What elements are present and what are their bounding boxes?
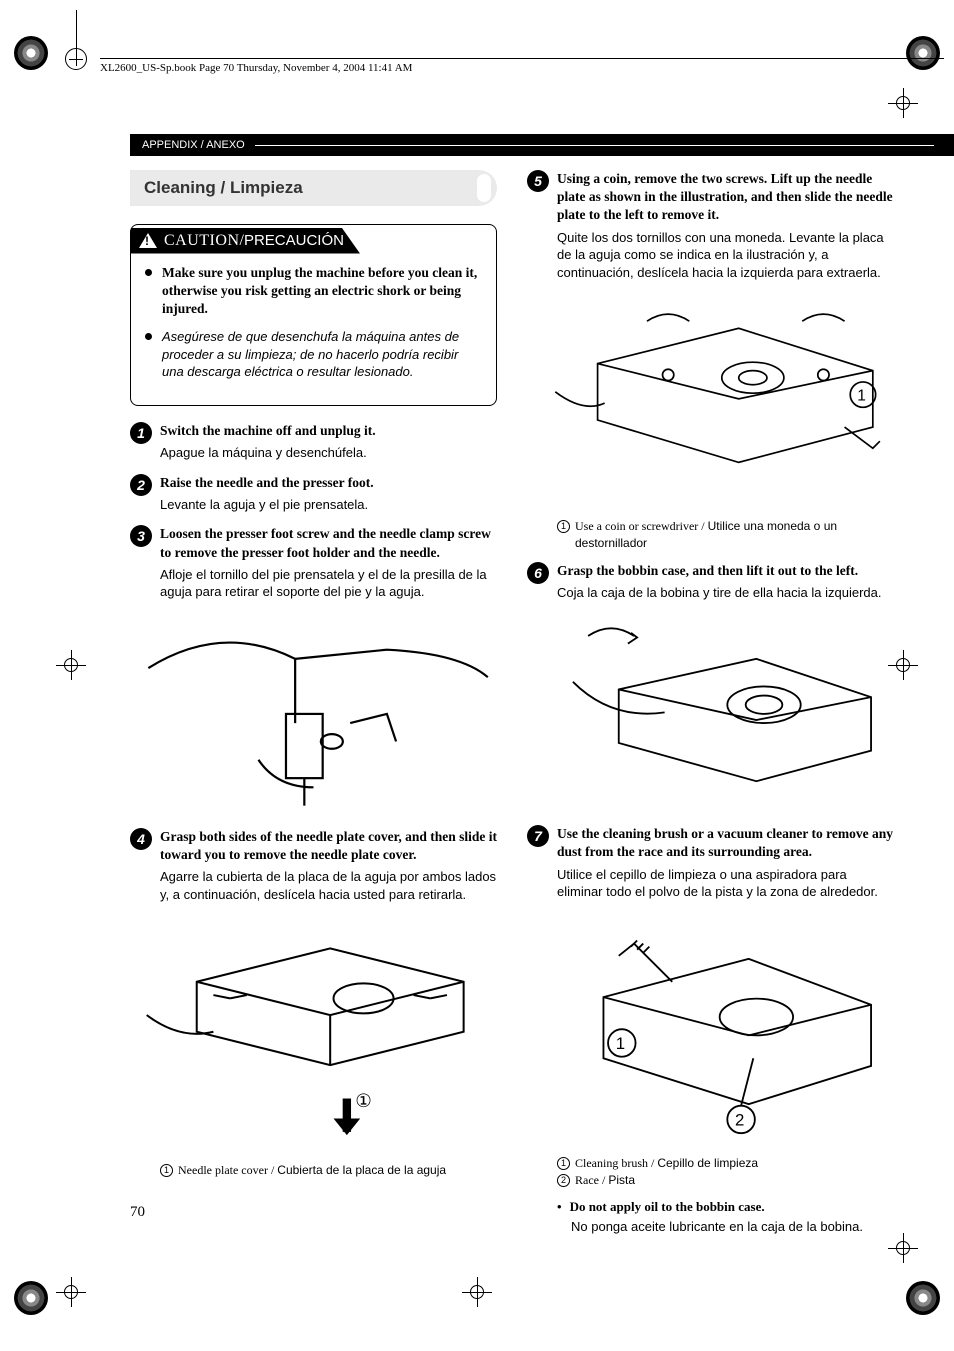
step-number: 3	[130, 525, 152, 547]
registration-mark-br	[906, 1281, 940, 1315]
step-text-en: Using a coin, remove the two screws. Lif…	[557, 170, 894, 225]
figure-bobbin-case	[527, 613, 894, 817]
figure-cleaning-brush: 1 2	[527, 913, 894, 1147]
step-number: 5	[527, 170, 549, 192]
caution-text-en: Make sure you unplug the machine before …	[162, 264, 482, 319]
page-title: Cleaning / Limpieza	[144, 178, 483, 198]
callout-number: 1	[557, 1157, 570, 1170]
figure-presser-foot	[130, 613, 497, 820]
step-6: 6 Grasp the bobbin case, and then lift i…	[527, 562, 894, 602]
registration-mark-bl	[14, 1281, 48, 1315]
step-text-en: Grasp the bobbin case, and then lift it …	[557, 562, 894, 580]
callout-en: Needle plate cover /	[178, 1163, 274, 1177]
left-column: Cleaning / Limpieza CAUTION/PRECAUCIÓN M…	[130, 170, 497, 1234]
step-3: 3 Loosen the presser foot screw and the …	[130, 525, 497, 601]
appendix-label-en: APPENDIX /	[142, 139, 204, 151]
step-7: 7 Use the cleaning brush or a vacuum cle…	[527, 825, 894, 901]
svg-text:2: 2	[735, 1110, 744, 1129]
page-number: 70	[130, 1204, 145, 1221]
callout-item: 1 Cleaning brush / Cepillo de limpieza	[557, 1155, 894, 1172]
step-text-en: Raise the needle and the presser foot.	[160, 474, 497, 492]
step-text-es: Agarre la cubierta de la placa de la agu…	[160, 868, 497, 903]
caution-box: CAUTION/PRECAUCIÓN Make sure you unplug …	[130, 224, 497, 406]
right-column: 5 Using a coin, remove the two screws. L…	[527, 170, 894, 1234]
step-text-en: Loosen the presser foot screw and the ne…	[160, 525, 497, 561]
bullet-dot: •	[557, 1199, 562, 1215]
callout-item: 1 Use a coin or screwdriver / Utilice un…	[557, 518, 894, 552]
callout-number: 1	[160, 1164, 173, 1177]
warning-icon	[139, 233, 157, 248]
note-en: Do not apply oil to the bobbin case.	[570, 1199, 765, 1215]
figure-needle-plate-cover: ①	[130, 915, 497, 1154]
caution-item: Asegúrese de que desenchufa la máquina a…	[145, 328, 482, 381]
callout-en: Use a coin or screwdriver /	[575, 519, 705, 533]
caution-header: CAUTION/PRECAUCIÓN	[131, 228, 360, 254]
step-text-es: Utilice el cepillo de limpieza o una asp…	[557, 866, 894, 901]
callout-es: Cubierta de la placa de la aguja	[277, 1163, 446, 1177]
callout-item: 2 Race / Pista	[557, 1172, 894, 1189]
step-number: 4	[130, 828, 152, 850]
callout-list: 1 Cleaning brush / Cepillo de limpieza 2…	[557, 1155, 894, 1189]
meta-target-icon	[65, 48, 87, 70]
caution-text-es: Asegúrese de que desenchufa la máquina a…	[162, 328, 482, 381]
meta-rule	[100, 58, 944, 59]
step-text-es: Coja la caja de la bobina y tire de ella…	[557, 584, 894, 602]
note-es: No ponga aceite lubricante en la caja de…	[571, 1219, 894, 1234]
step-2: 2 Raise the needle and the presser foot.…	[130, 474, 497, 514]
step-1: 1 Switch the machine off and unplug it. …	[130, 422, 497, 462]
registration-mark-tl	[14, 36, 48, 70]
callout-en: Cleaning brush /	[575, 1156, 654, 1170]
figure-remove-screws: 1	[527, 293, 894, 510]
step-5: 5 Using a coin, remove the two screws. L…	[527, 170, 894, 281]
page-title-box: Cleaning / Limpieza	[130, 170, 497, 206]
callout-list: 1 Needle plate cover / Cubierta de la pl…	[160, 1162, 497, 1179]
step-text-en: Use the cleaning brush or a vacuum clean…	[557, 825, 894, 861]
step-text-es: Levante la aguja y el pie prensatela.	[160, 496, 497, 514]
callout-number: 2	[557, 1174, 570, 1187]
bullet-icon	[145, 333, 152, 340]
callout-list: 1 Use a coin or screwdriver / Utilice un…	[557, 518, 894, 552]
svg-text:1: 1	[857, 388, 866, 405]
callout-number: 1	[557, 520, 570, 533]
crosshair-bottom-center	[462, 1277, 492, 1307]
step-number: 6	[527, 562, 549, 584]
caution-item: Make sure you unplug the machine before …	[145, 264, 482, 319]
step-number: 2	[130, 474, 152, 496]
step-text-en: Switch the machine off and unplug it.	[160, 422, 497, 440]
caution-label-es: PRECAUCIÓN	[244, 232, 344, 249]
callout-en: Race /	[575, 1173, 605, 1187]
crosshair-bottom-left2	[56, 1277, 86, 1307]
step-4: 4 Grasp both sides of the needle plate c…	[130, 828, 497, 904]
callout-es: Cepillo de limpieza	[657, 1156, 758, 1170]
crosshair-left	[56, 650, 86, 680]
book-meta: XL2600_US-Sp.book Page 70 Thursday, Nove…	[100, 62, 412, 74]
step-text-es: Quite los dos tornillos con una moneda. …	[557, 229, 894, 282]
step-text-es: Afloje el tornillo del pie prensatela y …	[160, 566, 497, 601]
note-bullet: • Do not apply oil to the bobbin case.	[557, 1199, 894, 1215]
callout-es: Pista	[608, 1173, 635, 1187]
step-text-es: Apague la máquina y desenchúfela.	[160, 444, 497, 462]
step-number: 1	[130, 422, 152, 444]
step-number: 7	[527, 825, 549, 847]
step-text-en: Grasp both sides of the needle plate cov…	[160, 828, 497, 864]
section-header: APPENDIX / ANEXO	[130, 134, 954, 156]
appendix-label-es: ANEXO	[206, 139, 245, 151]
crosshair-bottom-right2	[888, 1233, 918, 1263]
svg-text:1: 1	[616, 1034, 625, 1053]
registration-mark-tr	[906, 36, 940, 70]
callout-item: 1 Needle plate cover / Cubierta de la pl…	[160, 1162, 497, 1179]
bullet-icon	[145, 269, 152, 276]
caution-label-en: CAUTION	[164, 232, 240, 249]
header-rule	[255, 145, 934, 146]
crosshair-top	[888, 88, 918, 118]
svg-text:①: ①	[355, 1090, 371, 1111]
